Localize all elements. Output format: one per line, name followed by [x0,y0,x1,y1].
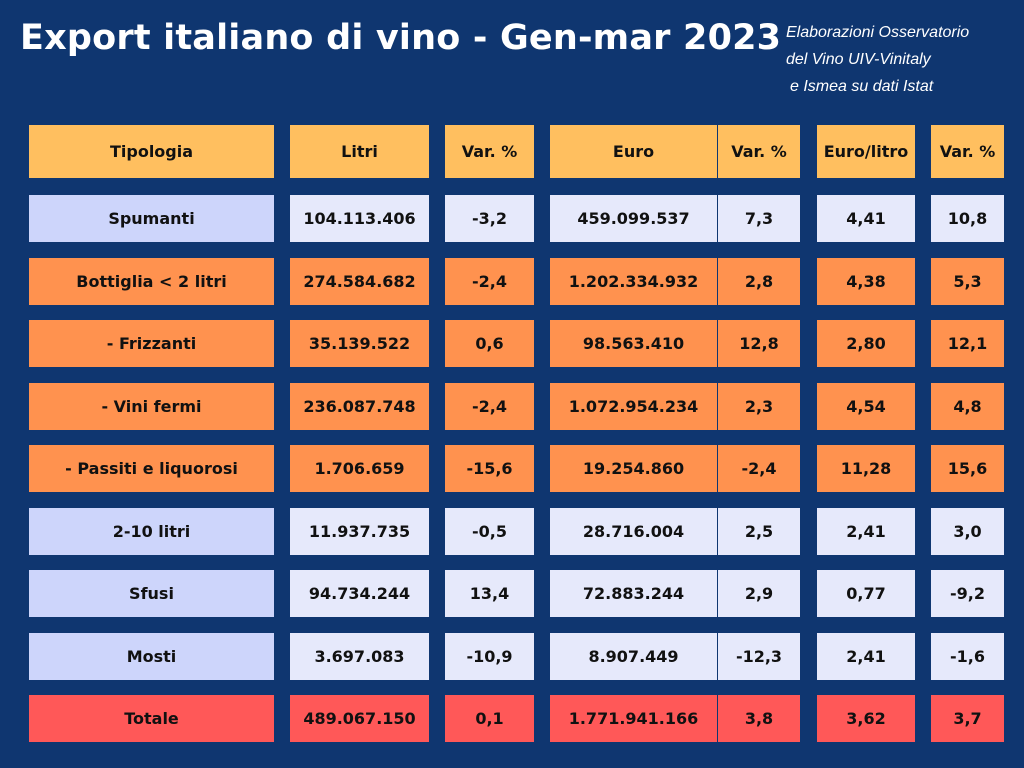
cell-litri: 274.584.682 [290,258,429,305]
header-var-litri: Var. % [445,125,534,178]
cell-var-euro: 2,3 [718,383,800,430]
cell-tipologia: Mosti [29,633,274,680]
cell-var-euro-litro: 5,3 [931,258,1004,305]
cell-var-euro: 3,8 [718,695,800,742]
source-line-3: e Ismea su dati Istat [790,78,934,95]
source-note: Elaborazioni Osservatorio del Vino UIV-V… [786,19,969,100]
cell-litri: 489.067.150 [290,695,429,742]
cell-var-euro: 2,5 [718,508,800,555]
cell-tipologia: Totale [29,695,274,742]
header-euro: Euro [550,125,717,178]
header-var-euro: Var. % [718,125,800,178]
cell-var-euro: 12,8 [718,320,800,367]
cell-euro: 459.099.537 [550,195,717,242]
cell-litri: 1.706.659 [290,445,429,492]
cell-var-litri: -10,9 [445,633,534,680]
cell-var-litri: -15,6 [445,445,534,492]
cell-var-litri: -0,5 [445,508,534,555]
cell-euro-litro: 3,62 [817,695,915,742]
cell-euro-litro: 2,41 [817,633,915,680]
cell-euro: 28.716.004 [550,508,717,555]
cell-var-litri: -3,2 [445,195,534,242]
cell-tipologia: Spumanti [29,195,274,242]
cell-var-euro-litro: 12,1 [931,320,1004,367]
cell-litri: 104.113.406 [290,195,429,242]
source-line-2: del Vino UIV-Vinitaly [786,51,931,68]
cell-euro-litro: 11,28 [817,445,915,492]
cell-var-euro: -2,4 [718,445,800,492]
cell-euro: 1.771.941.166 [550,695,717,742]
header-var-euro-litro: Var. % [931,125,1004,178]
cell-euro: 8.907.449 [550,633,717,680]
cell-var-euro-litro: 10,8 [931,195,1004,242]
page-title: Export italiano di vino - Gen-mar 2023 [20,18,782,58]
cell-tipologia: Bottiglia < 2 litri [29,258,274,305]
cell-tipologia: Sfusi [29,570,274,617]
cell-var-litri: 13,4 [445,570,534,617]
cell-euro: 98.563.410 [550,320,717,367]
cell-var-euro: -12,3 [718,633,800,680]
cell-euro: 19.254.860 [550,445,717,492]
header-euro-litro: Euro/litro [817,125,915,178]
cell-litri: 3.697.083 [290,633,429,680]
cell-var-litri: -2,4 [445,383,534,430]
cell-euro: 1.072.954.234 [550,383,717,430]
cell-var-litri: 0,1 [445,695,534,742]
cell-litri: 35.139.522 [290,320,429,367]
cell-litri: 11.937.735 [290,508,429,555]
source-line-1: Elaborazioni Osservatorio [786,24,970,41]
cell-euro-litro: 0,77 [817,570,915,617]
cell-var-euro-litro: -1,6 [931,633,1004,680]
cell-euro-litro: 2,80 [817,320,915,367]
header-tipologia: Tipologia [29,125,274,178]
cell-var-euro: 7,3 [718,195,800,242]
cell-var-euro-litro: 4,8 [931,383,1004,430]
cell-euro-litro: 4,54 [817,383,915,430]
cell-var-euro-litro: -9,2 [931,570,1004,617]
cell-tipologia: - Vini fermi [29,383,274,430]
cell-var-litri: 0,6 [445,320,534,367]
cell-var-euro: 2,9 [718,570,800,617]
cell-litri: 236.087.748 [290,383,429,430]
cell-euro: 72.883.244 [550,570,717,617]
cell-tipologia: - Frizzanti [29,320,274,367]
cell-var-litri: -2,4 [445,258,534,305]
header-litri: Litri [290,125,429,178]
cell-var-euro: 2,8 [718,258,800,305]
cell-tipologia: 2-10 litri [29,508,274,555]
cell-var-euro-litro: 3,0 [931,508,1004,555]
cell-euro-litro: 4,38 [817,258,915,305]
cell-litri: 94.734.244 [290,570,429,617]
cell-euro-litro: 2,41 [817,508,915,555]
cell-tipologia: - Passiti e liquorosi [29,445,274,492]
cell-var-euro-litro: 3,7 [931,695,1004,742]
cell-euro-litro: 4,41 [817,195,915,242]
cell-euro: 1.202.334.932 [550,258,717,305]
cell-var-euro-litro: 15,6 [931,445,1004,492]
